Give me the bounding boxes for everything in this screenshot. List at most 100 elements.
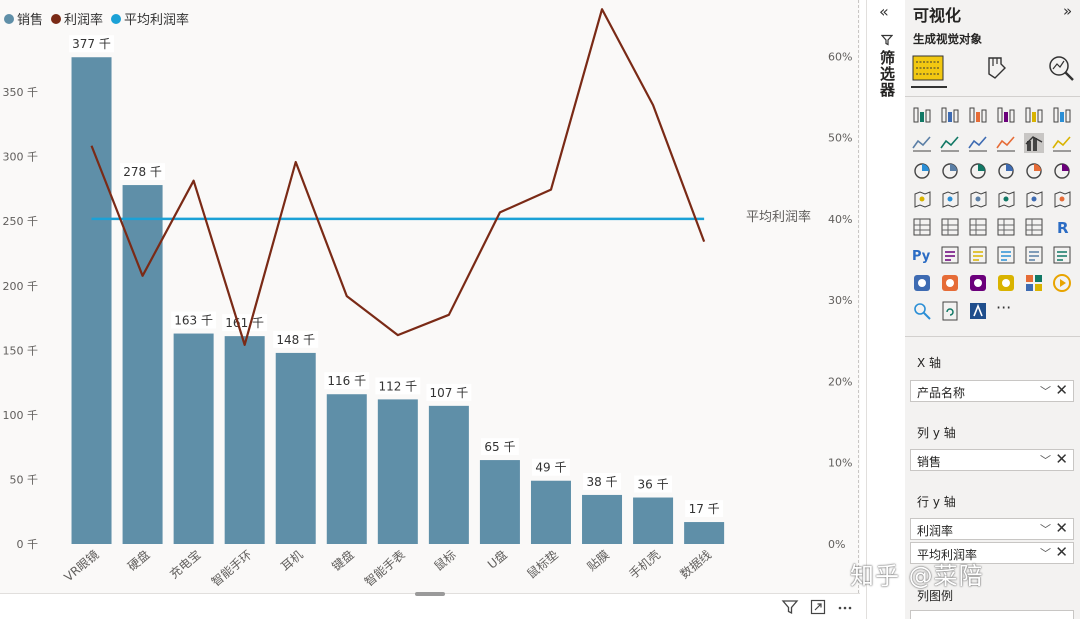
data-label: 377 千 <box>72 37 111 51</box>
chevron-down-icon[interactable]: ﹀ <box>1040 383 1051 399</box>
100-stacked-column-chart-icon[interactable] <box>1051 104 1073 126</box>
filter-icon[interactable] <box>781 598 799 616</box>
y-axis-left-tick: 350 千 <box>3 86 39 99</box>
table-icon[interactable] <box>995 216 1017 238</box>
bar <box>633 498 673 544</box>
power-automate-icon[interactable] <box>939 272 961 294</box>
map-icon[interactable] <box>911 188 933 210</box>
remove-field-icon[interactable]: ✕ <box>1055 543 1068 561</box>
column-y-axis-field[interactable]: 销售 ﹀ ✕ <box>910 449 1074 471</box>
bar <box>582 495 622 544</box>
area-chart-icon[interactable] <box>939 132 961 154</box>
bar <box>429 406 469 544</box>
more-options-icon[interactable] <box>836 598 854 616</box>
r-visual-icon[interactable]: R <box>1051 216 1073 238</box>
power-apps-icon[interactable] <box>911 272 933 294</box>
donut-chart-icon[interactable] <box>1023 160 1045 182</box>
x-axis-tick: 硬盘 <box>124 547 152 574</box>
bar <box>684 522 724 544</box>
bar <box>531 481 571 544</box>
pie-chart-icon[interactable] <box>995 160 1017 182</box>
column-y-axis-well-label: 列 y 轴 <box>917 424 956 441</box>
data-label: 278 千 <box>123 165 162 179</box>
funnel-chart-icon[interactable] <box>939 160 961 182</box>
more-visuals-ellipsis[interactable]: ··· <box>996 298 1011 317</box>
stacked-column-chart-icon[interactable] <box>939 104 961 126</box>
search-visual-icon[interactable] <box>911 300 933 322</box>
bar <box>225 336 265 544</box>
card-icon[interactable] <box>1051 188 1073 210</box>
azure-map-icon[interactable] <box>995 188 1017 210</box>
filter-pane[interactable]: « 筛选器 <box>866 0 906 619</box>
remove-field-icon[interactable]: ✕ <box>1055 381 1068 399</box>
metrics-icon[interactable] <box>995 272 1017 294</box>
double-chevron-right-icon[interactable]: » <box>1063 2 1072 20</box>
line-and-stacked-column-icon[interactable] <box>995 132 1017 154</box>
double-chevron-left-icon[interactable]: « <box>879 2 889 21</box>
x-axis-tick: VR眼镜 <box>61 547 102 585</box>
x-axis-tick: 贴膜 <box>585 548 612 574</box>
slicer-icon[interactable] <box>967 216 989 238</box>
multi-row-card-icon[interactable] <box>911 216 933 238</box>
line-chart-icon[interactable] <box>911 132 933 154</box>
bar <box>327 394 367 544</box>
column-y-axis-field-name: 销售 <box>917 453 941 470</box>
line-y-axis-field[interactable]: 利润率 ﹀ ✕ <box>910 518 1074 540</box>
kpi-icon[interactable] <box>939 216 961 238</box>
fields-tab-icon[interactable] <box>912 52 944 84</box>
data-label: 17 千 <box>689 502 720 516</box>
column-legend-field[interactable] <box>910 610 1074 619</box>
gauge-icon[interactable] <box>1023 188 1045 210</box>
funnel-icon <box>881 34 893 46</box>
shape-map-icon[interactable] <box>967 188 989 210</box>
analytics-icon[interactable] <box>1045 52 1077 84</box>
bar <box>480 460 520 544</box>
data-label: 116 千 <box>327 374 366 388</box>
matrix-icon[interactable] <box>1023 216 1045 238</box>
smart-narrative-icon[interactable] <box>1023 244 1045 266</box>
chevron-down-icon[interactable]: ﹀ <box>1040 452 1051 468</box>
clustered-bar-chart-icon[interactable] <box>967 104 989 126</box>
format-visual-icon[interactable] <box>981 52 1013 84</box>
stacked-bar-chart-icon[interactable] <box>911 104 933 126</box>
data-label: 161 千 <box>225 316 264 330</box>
filled-map-icon[interactable] <box>939 188 961 210</box>
x-axis-tick: 智能手表 <box>361 547 407 589</box>
resize-handle-icon[interactable] <box>415 592 445 596</box>
scatter-chart-icon[interactable] <box>967 160 989 182</box>
x-axis-field[interactable]: 产品名称 ﹀ ✕ <box>910 380 1074 402</box>
stacked-area-chart-icon[interactable] <box>967 132 989 154</box>
paginated-report-icon[interactable] <box>1051 244 1073 266</box>
refresh-visual-icon[interactable] <box>939 300 961 322</box>
key-influencers-icon[interactable] <box>939 244 961 266</box>
decomposition-tree-icon[interactable] <box>967 244 989 266</box>
treemap-icon[interactable] <box>1051 160 1073 182</box>
line-and-clustered-column-icon[interactable] <box>1023 132 1045 154</box>
bar <box>276 353 316 544</box>
remove-field-icon[interactable]: ✕ <box>1055 450 1068 468</box>
more-visuals-icon[interactable] <box>1023 272 1045 294</box>
focus-mode-icon[interactable] <box>809 598 827 616</box>
clustered-column-chart-icon[interactable] <box>995 104 1017 126</box>
bar <box>72 57 112 544</box>
narrative-icon[interactable] <box>1051 272 1073 294</box>
y-axis-right-tick: 60% <box>828 50 852 63</box>
y-axis-right-tick: 50% <box>828 132 852 145</box>
waterfall-chart-icon[interactable] <box>911 160 933 182</box>
x-axis-tick: U盘 <box>484 547 510 572</box>
ribbon-chart-icon[interactable] <box>1051 132 1073 154</box>
100-stacked-bar-chart-icon[interactable] <box>1023 104 1045 126</box>
line-y-axis-well-label: 行 y 轴 <box>917 493 956 510</box>
python-visual-icon[interactable]: Py <box>911 244 933 266</box>
arcgis-icon[interactable] <box>967 272 989 294</box>
custom-visual-icon[interactable] <box>967 300 989 322</box>
y-axis-right-tick: 0% <box>828 538 845 551</box>
chevron-down-icon[interactable]: ﹀ <box>1040 545 1051 561</box>
remove-field-icon[interactable]: ✕ <box>1055 519 1068 537</box>
qa-icon[interactable] <box>995 244 1017 266</box>
chevron-down-icon[interactable]: ﹀ <box>1040 521 1051 537</box>
filter-pane-label[interactable]: 筛选器 <box>877 50 898 98</box>
